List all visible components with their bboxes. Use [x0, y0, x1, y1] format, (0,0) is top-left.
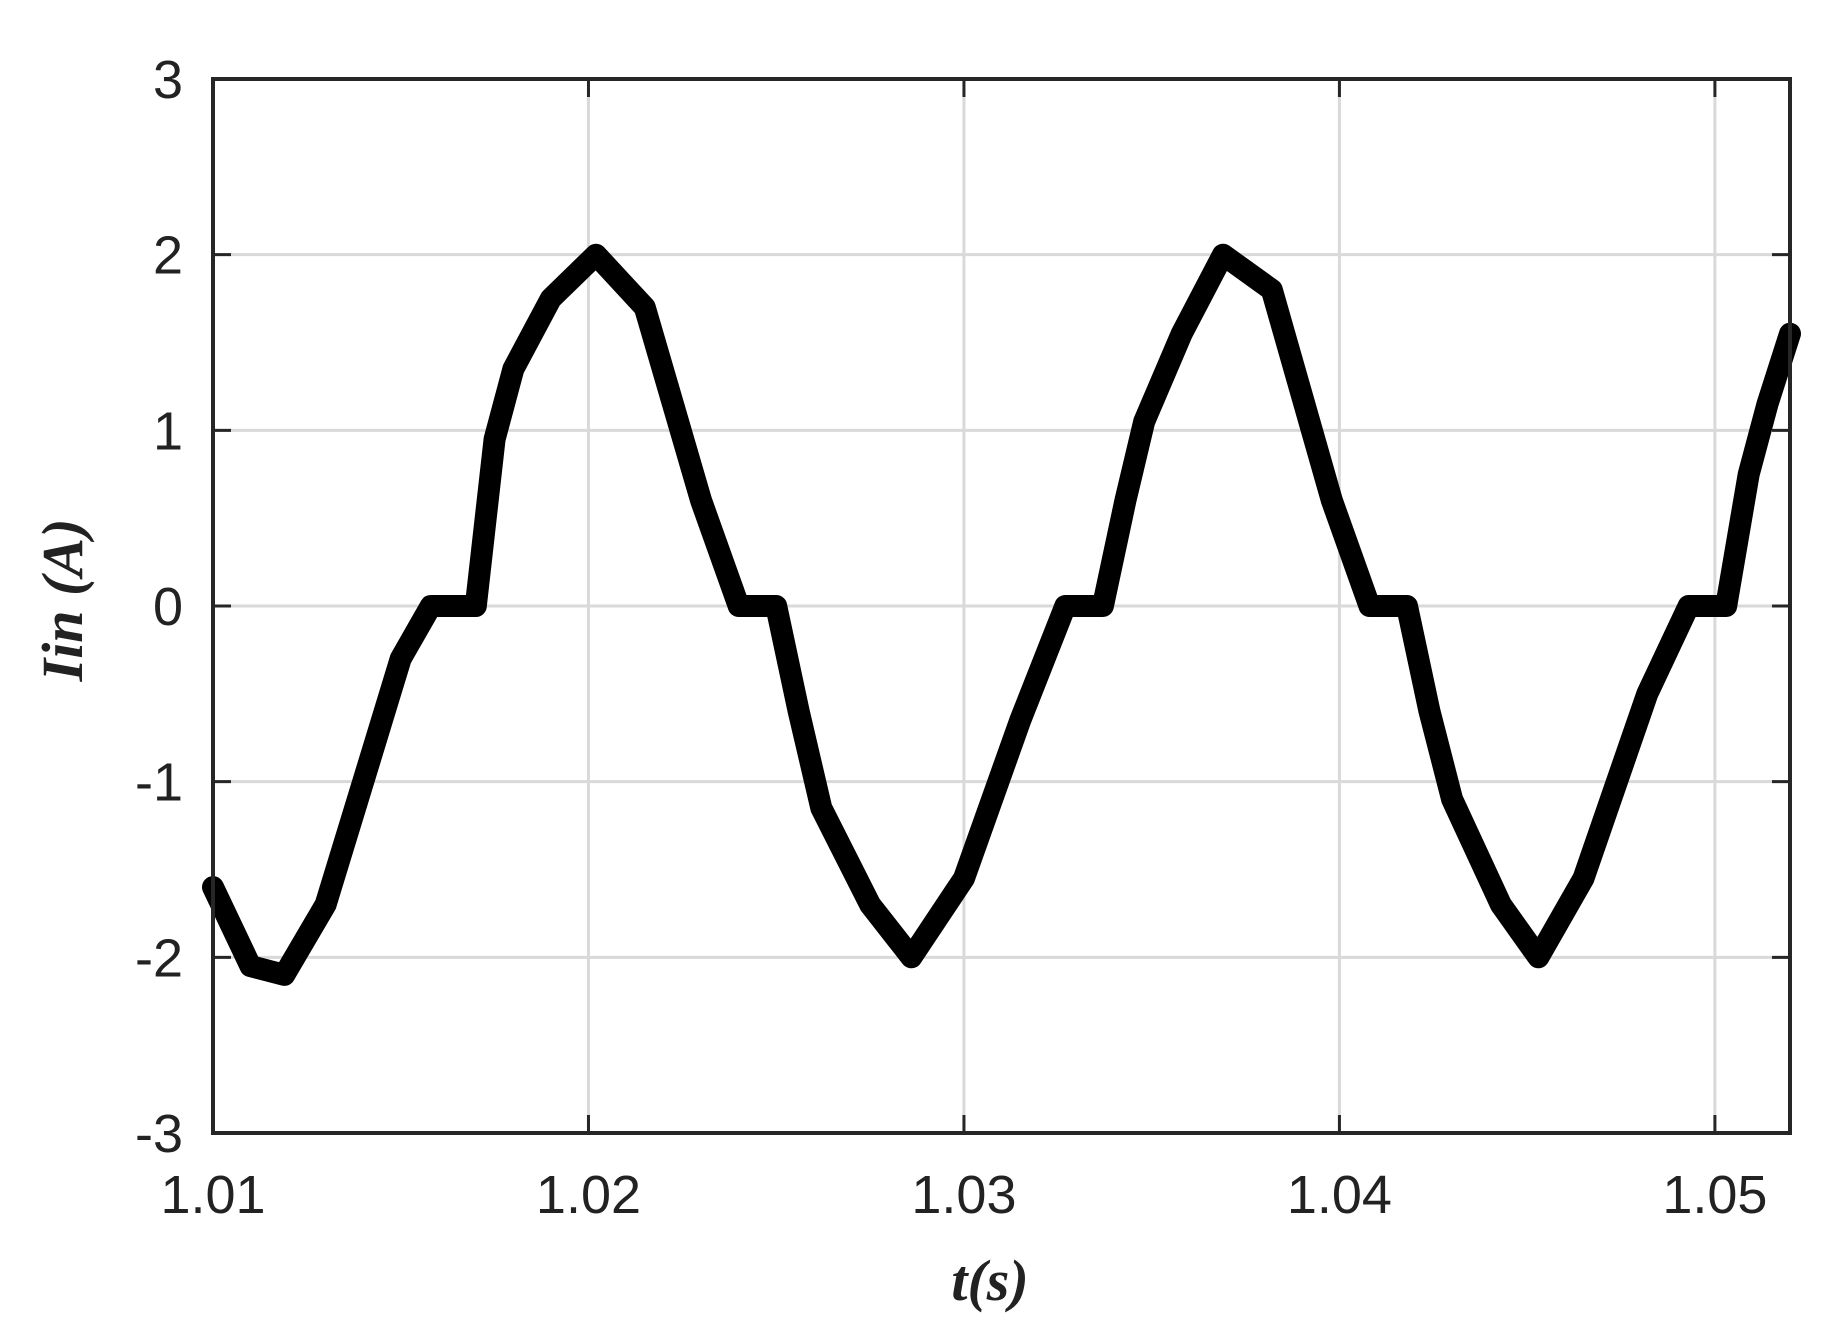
- y-tick-label: 2: [153, 226, 183, 286]
- y-tick-label: 3: [153, 50, 183, 110]
- y-tick-label: -2: [135, 928, 183, 988]
- current-trace: [210, 251, 1793, 978]
- y-tick-label: 1: [153, 401, 183, 461]
- x-tick-label: 1.04: [1287, 1165, 1392, 1225]
- x-tick-label: 1.03: [911, 1165, 1016, 1225]
- y-axis-label: Iin (A): [30, 519, 95, 683]
- labels-layer: 1.01 1.02 1.03 1.04 1.05 3 2 1 0 -1 -2 -3: [135, 50, 1767, 1225]
- y-tick-label: -3: [135, 1104, 183, 1164]
- x-tick-label: 1.01: [160, 1165, 265, 1225]
- axes-layer: [211, 77, 1792, 1135]
- x-axis-label: t(s): [951, 1248, 1028, 1313]
- y-tick-label: -1: [135, 753, 183, 813]
- x-tick-label: 1.05: [1662, 1165, 1767, 1225]
- x-tick-label: 1.02: [536, 1165, 641, 1225]
- y-tick-label: 0: [153, 577, 183, 637]
- trace-layer: [202, 243, 1801, 986]
